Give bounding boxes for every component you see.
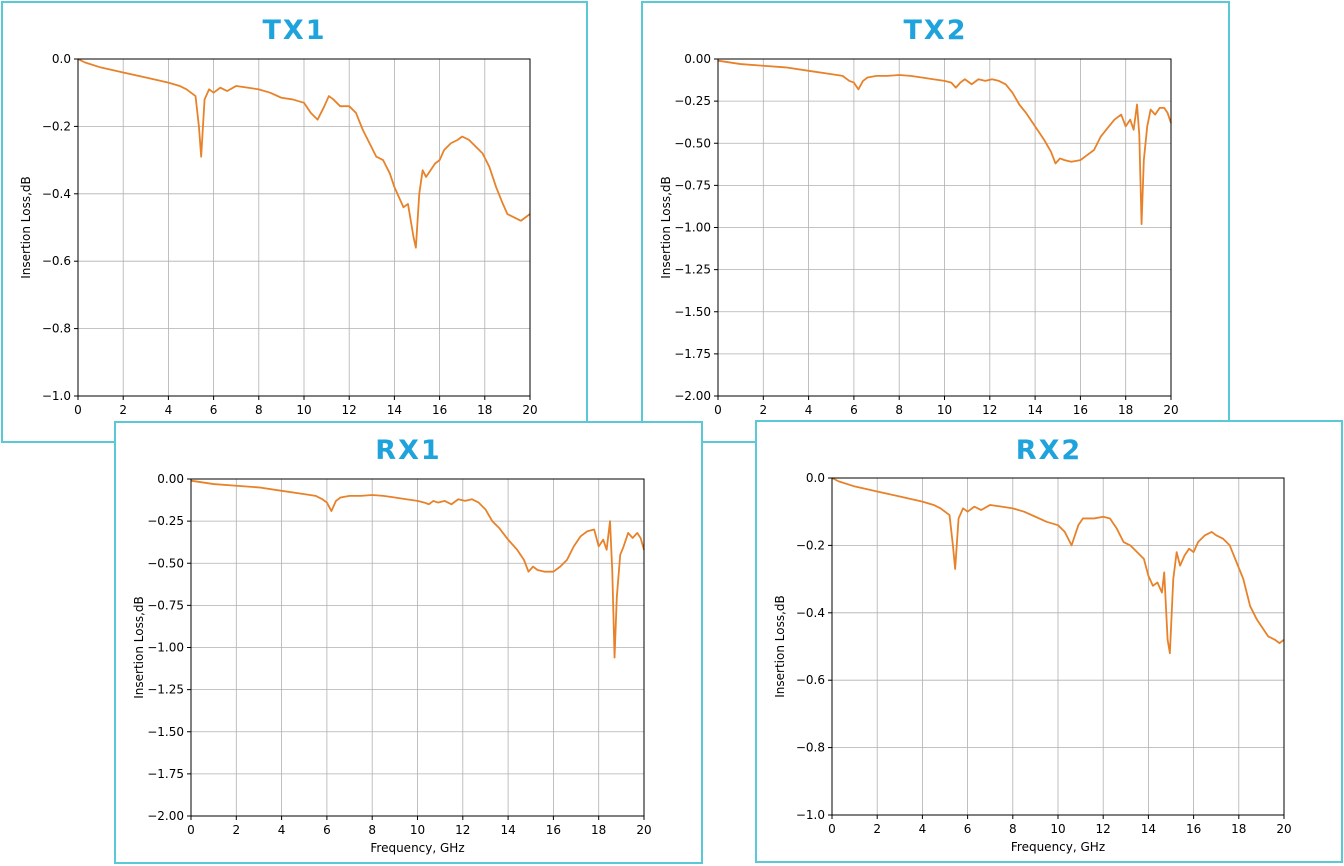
x-tick-label: 8 [1009,822,1017,836]
chart-panel-tx2: TX2 0 2 4 6 8 10 12 14 16 18 20 −2.00 −1.75 −1.50 −1.2… [641,1,1230,443]
x-tick-label: 2 [119,403,127,417]
x-tick-label: 4 [919,822,927,836]
x-tick-label: 4 [278,823,286,837]
y-axis-label: Insertion Loss,dB [132,596,146,699]
y-tick-label: −1.0 [796,808,825,822]
x-tick-label: 0 [187,823,195,837]
y-tick-label: −1.00 [674,221,711,235]
x-tick-label: 4 [165,403,173,417]
x-tick-label: 6 [323,823,331,837]
x-tick-label: 18 [1118,403,1133,417]
y-tick-label: −1.00 [147,641,184,655]
y-tick-label: −0.6 [42,254,71,268]
y-tick-label: −1.0 [42,389,71,403]
y-tick-label: −1.25 [147,683,184,697]
series-line-rx1 [190,479,645,659]
x-tick-label: 2 [232,823,240,837]
y-tick-label: −0.2 [42,119,71,133]
chart-tx2: 0 2 4 6 8 10 12 14 16 18 20 −2.00 −1.75 −1.50 −1.25 −1.… [659,52,1179,417]
x-tick-label: 8 [368,823,376,837]
y-tick-label: −0.25 [147,514,184,528]
x-tick-label: 12 [455,823,470,837]
series-line-rx2 [831,477,1285,655]
chart-rx2: 0 2 4 6 8 10 12 14 16 18 20 −1.0 −0.8 −0.6 −0.4 −0.2 0.0… [773,471,1292,854]
x-tick-label: 10 [410,823,425,837]
chart-panel-rx2: RX2 0 2 4 6 8 10 12 14 16 18 20 −1.0 −0.8 −0.6 −0.4 −0.… [755,420,1343,863]
y-tick-label: −0.25 [674,94,711,108]
chart-panel-rx1: RX1 0 2 4 6 8 10 12 14 16 18 20 −2.00 −1.75 −1.50 −1.2… [114,421,703,864]
y-tick-label: −0.75 [147,598,184,612]
y-tick-label: −2.00 [674,389,711,403]
x-tick-label: 0 [74,403,82,417]
y-tick-label: 0.0 [52,52,71,66]
chart-title-rx1: RX1 [375,435,442,466]
series-line-tx1 [77,58,531,249]
y-tick-label: −0.8 [796,741,825,755]
x-tick-label: 14 [387,403,402,417]
x-tick-label: 10 [1050,822,1065,836]
y-axis-label: Insertion Loss,dB [773,595,787,698]
x-tick-label: 20 [522,403,537,417]
x-tick-label: 10 [937,403,952,417]
y-tick-label: −1.25 [674,263,711,277]
x-tick-label: 18 [591,823,606,837]
x-tick-label: 16 [1073,403,1088,417]
x-tick-label: 12 [1096,822,1111,836]
y-tick-label: 0.00 [684,52,711,66]
x-axis-label: Frequency, GHz [370,841,464,855]
x-tick-label: 16 [1186,822,1201,836]
y-tick-label: 0.00 [157,472,184,486]
x-tick-label: 6 [210,403,218,417]
y-tick-label: −0.50 [147,556,184,570]
x-tick-label: 18 [1231,822,1246,836]
x-tick-label: 6 [850,403,858,417]
y-tick-label: −0.50 [674,136,711,150]
y-tick-label: −1.50 [147,725,184,739]
y-tick-label: −0.4 [796,606,825,620]
chart-title-tx2: TX2 [903,15,968,46]
x-axis-label: Frequency, GHz [1011,840,1105,854]
x-tick-label: 14 [500,823,515,837]
y-axis-label: Insertion Loss,dB [19,176,33,279]
x-tick-label: 2 [759,403,767,417]
chart-panel-tx1: TX1 0 2 4 6 8 10 12 14 16 18 20 −1.0 −0.8 −0.6 −0.4 −0.… [1,1,588,443]
x-tick-label: 10 [296,403,311,417]
y-tick-label: −0.75 [674,178,711,192]
x-tick-label: 14 [1027,403,1042,417]
x-tick-label: 0 [714,403,722,417]
x-tick-label: 2 [873,822,881,836]
x-tick-label: 12 [342,403,357,417]
y-tick-label: −0.8 [42,322,71,336]
x-tick-label: 6 [964,822,972,836]
y-tick-label: −2.00 [147,809,184,823]
x-tick-label: 8 [895,403,903,417]
y-tick-label: −0.6 [796,673,825,687]
x-tick-label: 20 [636,823,651,837]
x-tick-label: 14 [1141,822,1156,836]
x-tick-label: 20 [1276,822,1291,836]
chart-title-rx2: RX2 [1015,435,1083,466]
x-tick-label: 16 [432,403,447,417]
y-tick-label: −1.50 [674,305,711,319]
chart-tx1: 0 2 4 6 8 10 12 14 16 18 20 −1.0 −0.8 −0.6 −0.4 −0.2 0.0… [19,52,538,417]
y-tick-label: 0.0 [806,471,825,485]
y-tick-label: −1.75 [147,767,184,781]
x-tick-label: 20 [1163,403,1178,417]
series-line-tx2 [717,59,1172,226]
x-tick-label: 18 [477,403,492,417]
y-tick-label: −0.2 [796,538,825,552]
y-tick-label: −1.75 [674,347,711,361]
chart-title-tx1: TX1 [262,15,327,46]
x-tick-label: 8 [255,403,263,417]
x-tick-label: 12 [982,403,997,417]
x-tick-label: 16 [546,823,561,837]
y-axis-label: Insertion Loss,dB [659,176,673,279]
x-tick-label: 4 [805,403,813,417]
chart-rx1: 0 2 4 6 8 10 12 14 16 18 20 −2.00 −1.75 −1.50 −1.25 −1.… [132,472,652,855]
x-tick-label: 0 [828,822,836,836]
y-tick-label: −0.4 [42,187,71,201]
